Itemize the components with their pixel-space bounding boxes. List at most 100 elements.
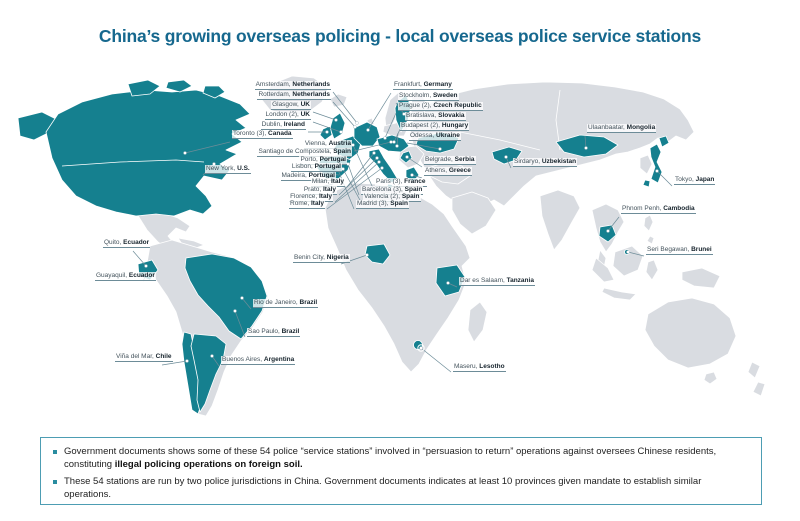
map-label-uzbekistan: Sirdaryo, Uzbekistan: [513, 158, 578, 167]
map-label-argentina: Buenos Aires, Argentina: [221, 356, 296, 365]
map-label-slovakia: Bratislava, Slovakia: [405, 112, 466, 121]
leader-line: [312, 121, 342, 133]
country-mongolia: [555, 134, 619, 158]
region-korea: [639, 154, 653, 175]
city-dot: [419, 346, 423, 350]
city-dot: [334, 118, 338, 122]
note-text: Government documents shows some of these…: [64, 446, 747, 471]
island-sumatra: [591, 257, 615, 283]
map-label-u-s-: New York, U.S.: [205, 165, 251, 174]
city-dot: [405, 155, 409, 159]
leader-line: [346, 152, 375, 188]
leader-line: [656, 170, 673, 187]
city-dot: [325, 130, 329, 134]
map-label-tanzania: Dar es Salaam, Tanzania: [459, 277, 535, 286]
island-java: [601, 287, 637, 301]
map-label-brunei: Seri Begawan, Brunei: [646, 246, 713, 255]
map-label-uk: London (2), UK: [264, 111, 311, 120]
leader-line: [312, 111, 337, 121]
country-cambodia: [598, 224, 617, 243]
map-label-ireland: Dublin, Ireland: [260, 121, 306, 130]
leader-line: [627, 251, 645, 257]
map-label-netherlands: Rotterdam, Netherlands: [257, 91, 331, 100]
note-text-plain: These 54 stations are run by two police …: [64, 476, 702, 500]
map-label-ukraine: Odessa, Ukraine: [409, 132, 461, 141]
map-label-japan: Tokyo, Japan: [674, 176, 716, 185]
city-dot: [185, 359, 189, 363]
leader-line: [184, 141, 231, 154]
note-item: These 54 stations are run by two police …: [53, 476, 747, 501]
region-arabian-peninsula: [451, 191, 497, 235]
map-label-portugal: Madeira, Portugal: [280, 172, 336, 181]
city-dot: [446, 281, 450, 285]
map-label-sweden: Stockholm, Sweden: [398, 92, 459, 101]
city-dot: [606, 229, 610, 233]
city-dot: [240, 296, 244, 300]
map-label-germany: Frankfurt, Germany: [393, 81, 453, 90]
city-dot: [366, 128, 370, 132]
city-dot: [372, 151, 376, 155]
city-dot: [626, 250, 630, 254]
leader-line: [406, 142, 441, 150]
city-dot: [355, 121, 359, 125]
map-label-uk: Glasgow, UK: [271, 101, 311, 110]
map-label-hungary: Budapest (2), Hungary: [400, 122, 470, 131]
bullet-icon: [53, 480, 57, 485]
city-dot: [353, 125, 357, 129]
map-label-brazil: Sao Paulo, Brazil: [247, 328, 301, 337]
region-india: [539, 189, 581, 251]
map-label-greece: Athens, Greece: [424, 167, 472, 176]
island-new-guinea: [681, 267, 721, 289]
note-text-bold: illegal policing operations on foreign s…: [114, 458, 303, 470]
leader-line: [332, 91, 358, 124]
page-title: China’s growing overseas policing - loca…: [98, 26, 702, 46]
island-sulawesi: [645, 259, 659, 281]
leader-line: [411, 174, 423, 179]
island-philippines: [643, 214, 655, 245]
city-dot: [144, 264, 148, 268]
leader-line: [607, 216, 620, 232]
city-dot: [395, 144, 399, 148]
leader-line: [505, 156, 512, 169]
island-tasmania: [703, 371, 718, 385]
leader-line: [326, 167, 383, 210]
map-label-canada: Toronto (3), Canada: [232, 130, 293, 139]
map-label-portugal: Lisbon, Portugal: [290, 163, 342, 172]
leader-line: [406, 156, 423, 168]
note-text-plain: Government documents shows some of these…: [64, 446, 717, 470]
leader-line: [342, 168, 362, 203]
island-new-zealand: [747, 361, 766, 397]
map-label-italy: Rome, Italy: [289, 200, 325, 209]
country-brazil: [184, 253, 268, 340]
city-dot: [183, 151, 187, 155]
continent-australia: [644, 297, 737, 369]
leader-line: [367, 92, 392, 131]
city-dot: [655, 169, 659, 173]
leader-line: [396, 132, 399, 147]
country-germany-benelux: [353, 121, 381, 147]
city-dot: [584, 146, 588, 150]
map-label-netherlands: Amsterdam, Netherlands: [254, 81, 331, 90]
map-label-serbia: Belgrade, Serbia: [424, 156, 476, 165]
country-argentina: [190, 333, 227, 413]
leader-line: [420, 347, 452, 373]
island-madagascar: [467, 301, 488, 343]
city-dot: [365, 253, 369, 257]
leader-line: [353, 141, 392, 152]
map-label-spain: Madrid (3), Spain: [356, 200, 409, 209]
country-japan: [642, 135, 670, 188]
city-dot: [383, 136, 387, 140]
notes-panel: Government documents shows some of these…: [40, 437, 762, 505]
city-ring: [417, 344, 425, 352]
map-label-czech-republic: Prague (2), Czech Republic: [398, 102, 483, 111]
country-nigeria: [364, 243, 391, 265]
city-dot: [339, 130, 343, 134]
leader-line: [335, 164, 355, 210]
city-dot: [210, 354, 214, 358]
map-label-ecuador: Guayaquil, Ecuador: [95, 272, 156, 281]
us-canada-border: [61, 159, 205, 167]
continent-africa: [324, 182, 471, 373]
island-borneo: [612, 245, 644, 277]
